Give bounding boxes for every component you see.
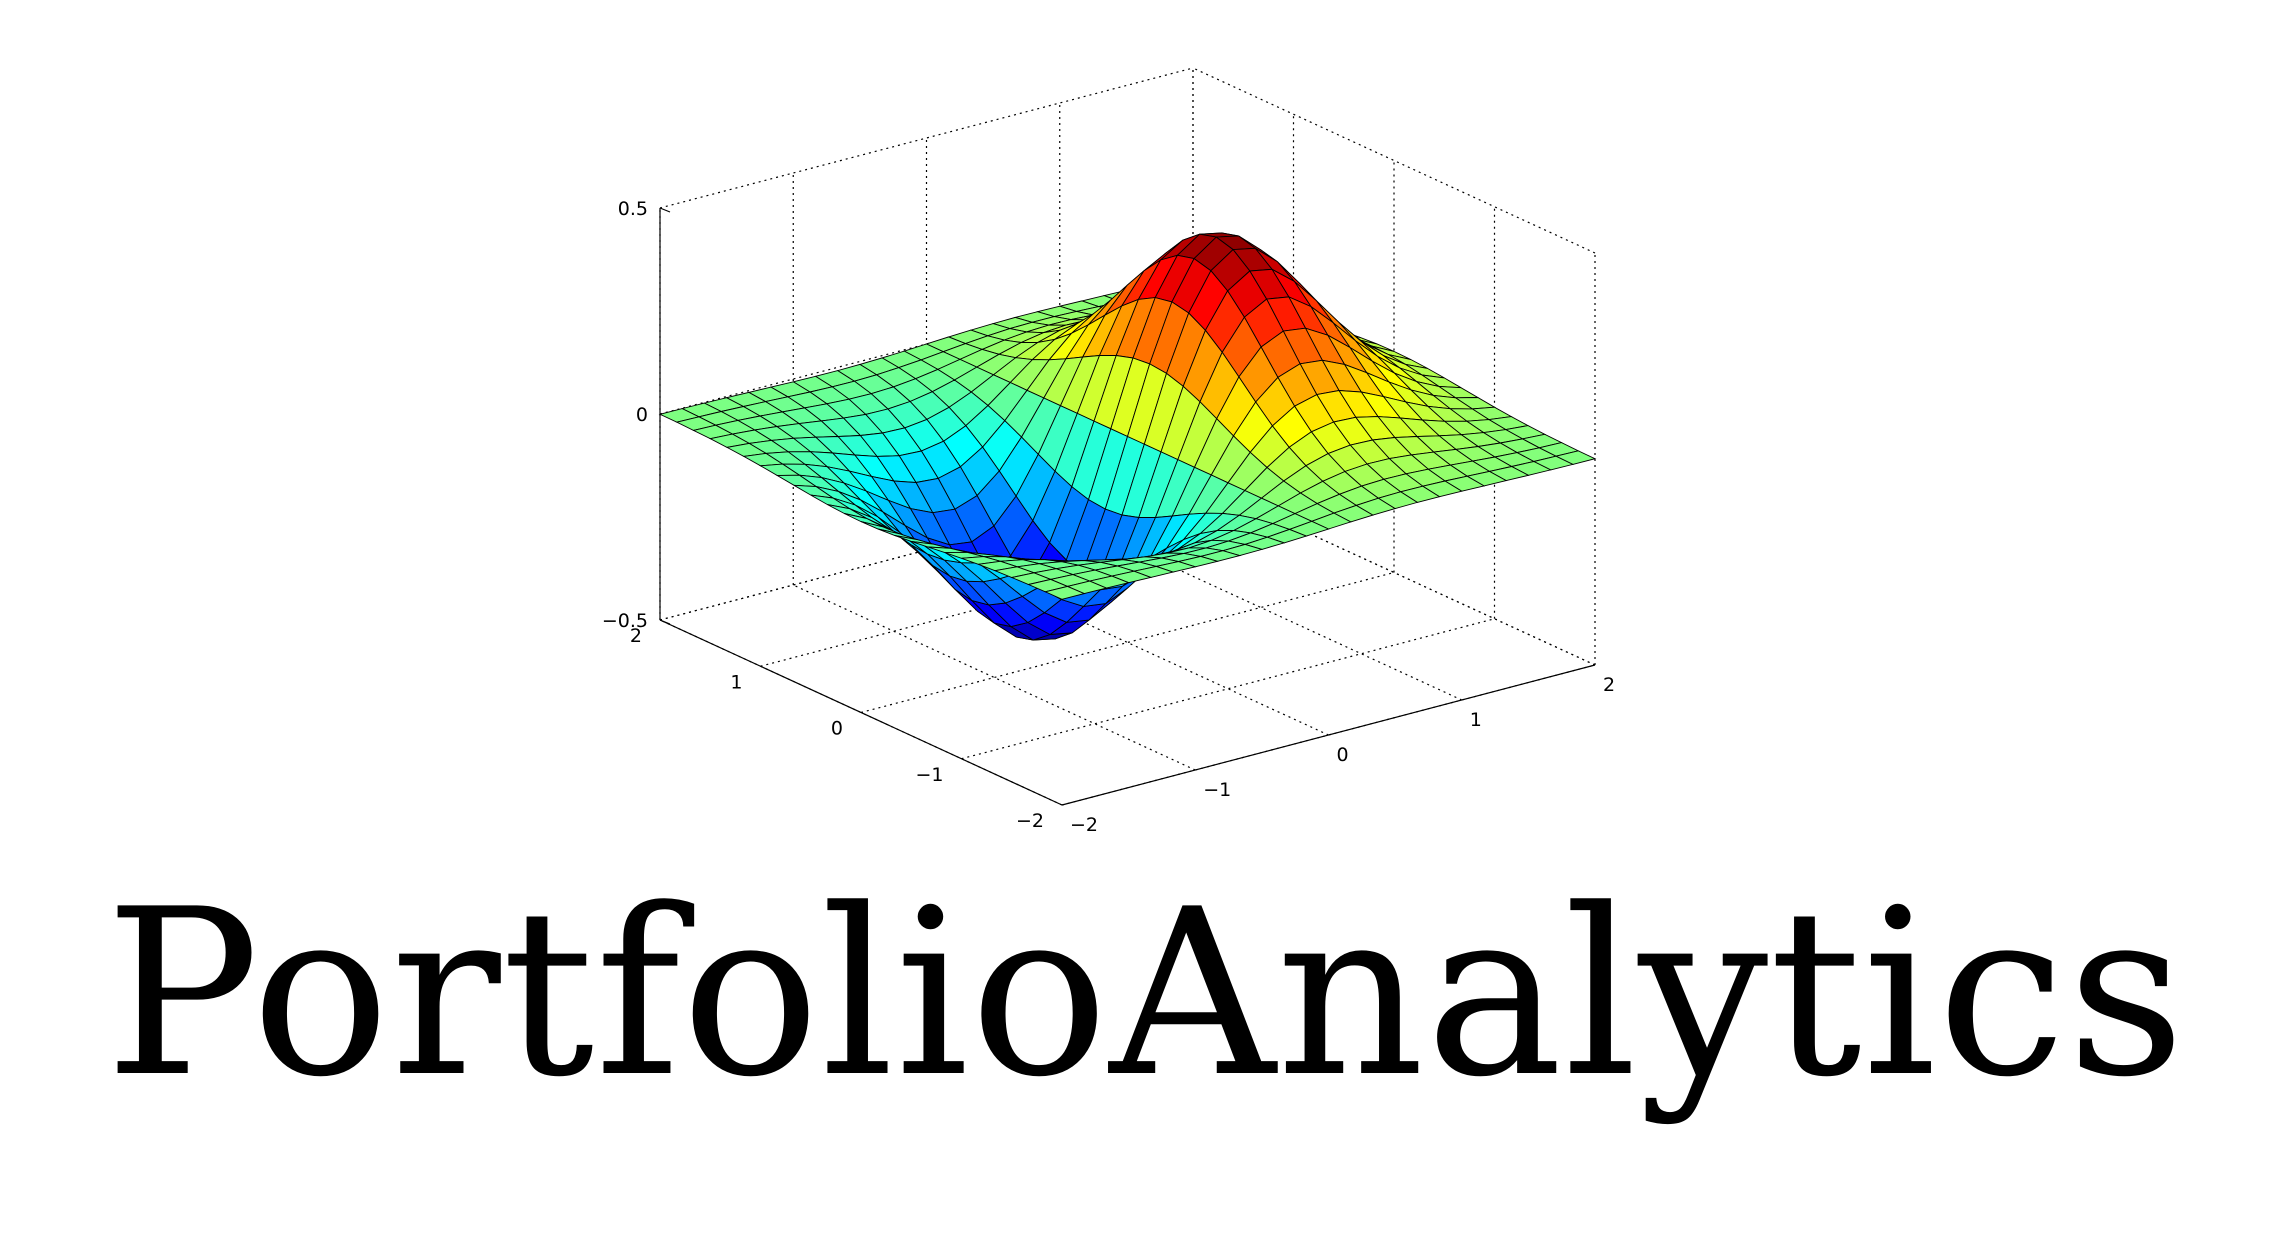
wall-grid-line: [659, 479, 1194, 621]
floor-grid-line: [1059, 514, 1463, 701]
x-axis-line: [1061, 664, 1596, 806]
z-tick-label: 0: [636, 404, 648, 426]
floor-grid-line: [792, 584, 1196, 771]
z-tick-mark: [659, 207, 671, 213]
wall-grid-line: [659, 273, 1194, 415]
tick-labels: −0.5 0 0.5 −2 −1 0 1 2 −2 −1 0 1 2: [602, 198, 1615, 836]
y-tick-label: 0: [831, 718, 843, 740]
z-tick-mark: [659, 619, 671, 625]
y-tick-label: −2: [1016, 810, 1044, 832]
y-tick-label: 2: [630, 625, 642, 647]
y-tick-label: −1: [915, 764, 943, 786]
surface-mesh: [658, 232, 1597, 641]
surface-plot: −0.5 0 0.5 −2 −1 0 1 2 −2 −1 0 1 2: [602, 67, 1615, 836]
x-tick-label: 1: [1470, 709, 1482, 731]
brand-title: PortfolioAnalytics: [104, 861, 2187, 1128]
floor-grid-line: [760, 525, 1294, 667]
wall-grid-line: [659, 67, 1194, 209]
z-tick-label: −0.5: [602, 610, 648, 632]
x-tick-label: 0: [1337, 744, 1349, 766]
floor-grid-line: [860, 571, 1395, 714]
x-tick-label: −1: [1203, 779, 1231, 801]
floor-grid-line: [961, 618, 1495, 760]
wall-grid-line: [1192, 479, 1596, 666]
y-tick-label: 1: [730, 671, 742, 693]
x-tick-label: 2: [1603, 674, 1615, 696]
y-axis-line: [659, 619, 1063, 806]
x-tick-label: −2: [1070, 814, 1098, 836]
surface-face: [1043, 585, 1086, 600]
z-tick-label: 0.5: [618, 198, 648, 220]
floor-grid-line: [926, 549, 1329, 736]
wall-grid-line: [1192, 67, 1596, 254]
